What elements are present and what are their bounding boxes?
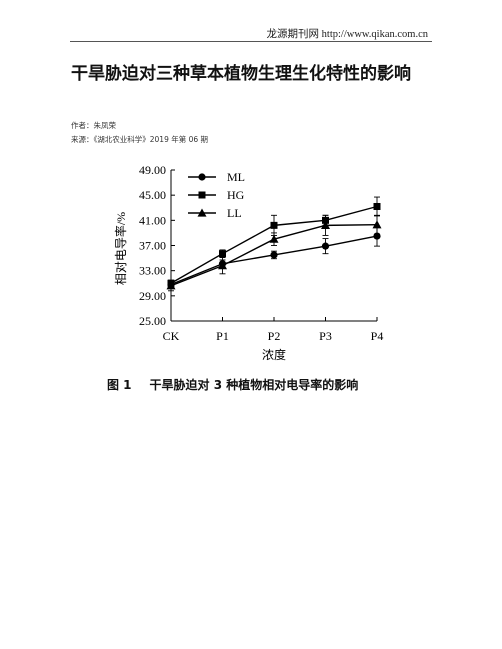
- legend-marker-ll: [197, 208, 207, 217]
- data-point-hg: [219, 250, 226, 258]
- y-tick-label: 33.00: [139, 264, 166, 278]
- y-tick-label: 25.00: [139, 314, 166, 328]
- y-tick-label: 41.00: [139, 213, 166, 227]
- y-tick-label: 45.00: [139, 188, 166, 202]
- x-tick-label: P4: [371, 329, 384, 343]
- legend-label-ll: LL: [227, 206, 242, 220]
- site-header-text: 龙源期刊网 http://www.qikan.com.cn: [266, 29, 428, 40]
- author-line: 作者：朱凤荣: [71, 121, 116, 130]
- y-tick-label: 37.00: [139, 239, 166, 253]
- legend-marker-hg: [198, 191, 206, 199]
- x-tick-label: P1: [216, 329, 229, 343]
- article-title: 干旱胁迫对三种草本植物生理生化特性的影响: [71, 64, 411, 84]
- figure-chart: 25.00 29.00 33.00 37.00 41.00 45.00 49.00 CK P1 P…: [100, 160, 400, 400]
- data-point-ll: [166, 281, 176, 290]
- x-tick-label: P3: [319, 329, 332, 343]
- figure-caption-text: 干旱胁迫对 3 种植物相对电导率的影响: [149, 378, 359, 392]
- figure-caption: 图 1 干旱胁迫对 3 种植物相对电导率的影响: [107, 376, 358, 393]
- line-chart: 25.00 29.00 33.00 37.00 41.00 45.00 49.00 CK P1 P…: [113, 163, 384, 362]
- x-tick-label: CK: [163, 329, 180, 343]
- y-tick-label: 29.00: [139, 289, 166, 303]
- data-point-ll: [372, 220, 382, 229]
- data-point-ll: [218, 261, 227, 270]
- x-tick-label: P2: [268, 329, 281, 343]
- legend-marker-ml: [198, 173, 206, 181]
- header-divider: [70, 41, 432, 42]
- figure-caption-number: 图 1: [107, 378, 132, 392]
- legend-label-ml: ML: [227, 170, 245, 184]
- x-axis-label: 浓度: [262, 347, 286, 362]
- data-point-ml: [270, 251, 278, 259]
- data-point-hg: [270, 221, 278, 229]
- data-point-hg: [373, 202, 381, 210]
- y-tick-label: 49.00: [139, 163, 166, 177]
- data-point-ml: [321, 242, 330, 250]
- y-axis-label: 相对电导率/%: [113, 212, 128, 285]
- legend-label-hg: HG: [227, 188, 245, 202]
- source-line: 来源：《湖北农业科学》2019 年第 06 期: [71, 135, 209, 144]
- data-point-ll: [269, 234, 279, 243]
- data-point-ll: [321, 220, 330, 229]
